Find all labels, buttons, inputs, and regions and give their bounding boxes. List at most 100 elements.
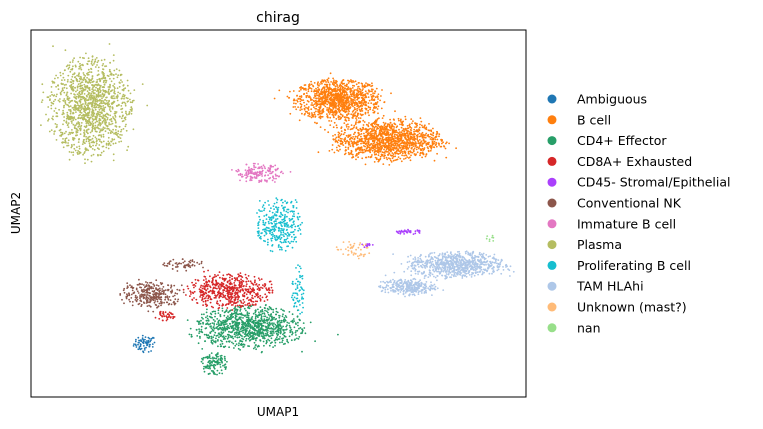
data-point: [380, 149, 382, 151]
data-point: [293, 326, 296, 329]
data-point: [136, 290, 139, 293]
data-point: [142, 338, 144, 341]
data-point: [234, 335, 237, 338]
data-point: [107, 147, 110, 150]
data-point: [169, 299, 172, 301]
data-point: [250, 179, 253, 182]
data-point: [330, 98, 332, 101]
data-point: [388, 139, 390, 142]
data-point: [371, 90, 373, 92]
data-point: [212, 278, 214, 281]
data-point: [325, 97, 328, 99]
data-point: [390, 144, 393, 147]
data-point: [320, 81, 322, 83]
data-point: [365, 143, 367, 146]
data-point: [230, 331, 233, 334]
series-cd8a-exhausted: [154, 269, 274, 322]
data-point: [317, 110, 319, 113]
data-point: [196, 320, 199, 323]
data-point: [271, 334, 273, 337]
data-point: [213, 359, 215, 362]
data-point: [197, 279, 199, 282]
data-point: [339, 137, 342, 140]
data-point: [348, 100, 350, 103]
data-point: [94, 58, 97, 61]
data-point: [212, 356, 214, 359]
data-point: [149, 301, 151, 304]
data-point: [335, 136, 338, 139]
data-point: [231, 278, 234, 280]
data-point: [257, 321, 260, 324]
data-point: [210, 339, 213, 342]
data-point: [390, 161, 393, 163]
data-point: [298, 95, 301, 98]
data-point: [360, 151, 362, 154]
data-point: [329, 102, 332, 104]
data-point: [319, 100, 322, 103]
data-point: [215, 361, 217, 363]
data-point: [345, 102, 347, 105]
data-point: [261, 335, 264, 338]
data-point: [240, 300, 242, 302]
data-point: [361, 128, 364, 131]
data-point: [333, 98, 336, 100]
data-point: [189, 327, 192, 330]
data-point: [155, 279, 158, 282]
data-point: [138, 278, 140, 281]
data-point: [143, 296, 145, 299]
data-point: [330, 93, 333, 96]
data-point: [131, 304, 134, 307]
data-point: [344, 142, 347, 145]
data-point: [347, 112, 350, 115]
data-point: [393, 123, 396, 125]
data-point: [412, 145, 415, 148]
data-point: [281, 315, 284, 318]
data-point: [67, 139, 70, 142]
data-point: [325, 88, 328, 91]
data-point: [263, 166, 266, 168]
data-point: [393, 139, 396, 142]
data-point: [211, 322, 214, 324]
data-point: [241, 314, 244, 316]
data-point: [409, 138, 412, 141]
data-point: [141, 341, 144, 344]
data-point: [378, 117, 380, 120]
data-point: [386, 133, 389, 136]
data-point: [239, 318, 242, 321]
data-point: [417, 133, 419, 136]
data-point: [266, 322, 269, 325]
data-point: [375, 147, 377, 150]
data-point: [202, 318, 204, 320]
data-point: [363, 148, 366, 151]
data-point: [203, 365, 206, 368]
data-point: [227, 315, 229, 318]
data-point: [211, 310, 214, 313]
data-point: [283, 334, 286, 337]
data-point: [226, 337, 229, 340]
data-point: [158, 287, 161, 290]
data-point: [347, 151, 350, 154]
data-point: [145, 281, 147, 283]
data-point: [260, 332, 263, 335]
data-point: [193, 261, 196, 263]
data-point: [403, 233, 405, 235]
data-point: [269, 167, 272, 169]
data-point: [383, 124, 386, 127]
data-point: [202, 356, 205, 359]
data-point: [371, 127, 373, 130]
data-point: [260, 286, 262, 289]
data-point: [193, 290, 196, 293]
data-point: [210, 327, 213, 329]
data-point: [167, 303, 170, 306]
data-point: [309, 97, 312, 100]
data-point: [218, 271, 221, 273]
data-point: [337, 150, 340, 152]
data-point: [420, 134, 422, 136]
data-point: [191, 281, 194, 284]
data-point: [393, 119, 395, 121]
data-point: [298, 318, 301, 321]
data-point: [391, 157, 394, 160]
data-point: [353, 102, 356, 105]
data-point: [213, 292, 216, 295]
data-point: [400, 160, 403, 163]
